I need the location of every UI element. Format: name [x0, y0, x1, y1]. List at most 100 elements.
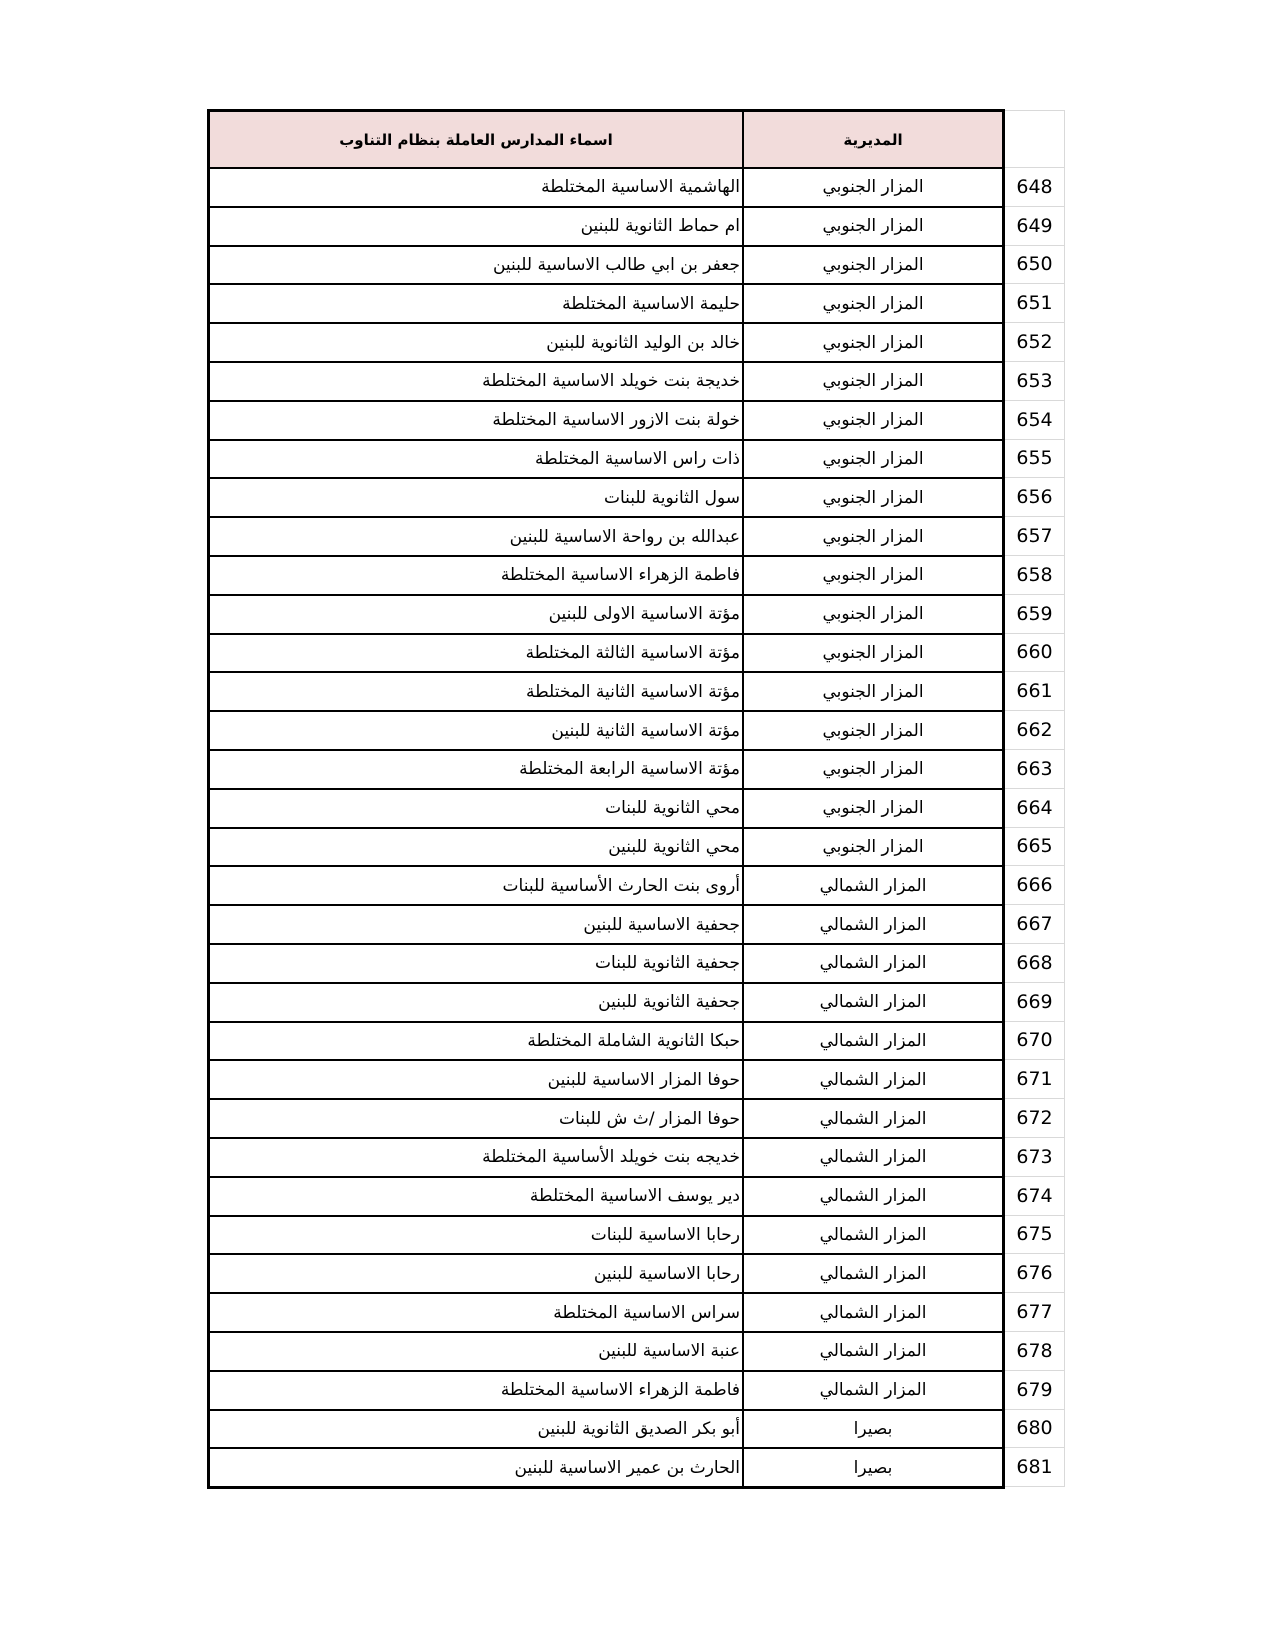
row-number-cell: 654: [1005, 401, 1064, 440]
row-number-cell: 681: [1005, 1448, 1064, 1488]
table-row: الهاشمية الاساسية المختلطة المزار الجنوب…: [210, 167, 1002, 206]
row-number-cell: 670: [1005, 1022, 1064, 1061]
row-number-cell: 672: [1005, 1099, 1064, 1138]
school-name-cell: مؤتة الاساسية الثانية للبنين: [551, 720, 740, 741]
table-row: فاطمة الزهراء الاساسية المختلطة المزار ا…: [210, 554, 1002, 594]
directorate-cell: المزار الشمالي: [742, 944, 1002, 982]
school-name-cell: جحفية الثانوية للبنات: [595, 953, 740, 974]
school-name-cell: عبدالله بن رواحة الاساسية للبنين: [509, 526, 740, 547]
school-name-cell: عنبة الاساسية للبنين: [598, 1341, 740, 1362]
school-name-cell: الحارث بن عمير الاساسية للبنين: [514, 1457, 740, 1478]
table-row: سراس الاساسية المختلطة المزار الشمالي: [210, 1292, 1002, 1331]
directorate-cell: بصيرا: [742, 1410, 1002, 1448]
school-name-cell: محي الثانوية للبنات: [605, 798, 740, 819]
row-number-cell: 658: [1005, 556, 1064, 595]
school-name-cell: حليمة الاساسية المختلطة: [562, 293, 740, 314]
school-name-cell: الهاشمية الاساسية المختلطة: [541, 177, 740, 198]
directorate-cell: المزار الجنوبي: [742, 362, 1002, 400]
row-number-cell: 674: [1005, 1177, 1064, 1216]
school-name-cell: خالد بن الوليد الثانوية للبنين: [546, 332, 740, 353]
row-number-cell: 661: [1005, 672, 1064, 712]
table-row: جحفية الثانوية للبنات المزار الشمالي: [210, 942, 1002, 982]
school-name-cell: جعفر بن ابي طالب الاساسية للبنين: [492, 254, 740, 275]
school-name-cell: ذات راس الاساسية المختلطة: [534, 448, 740, 469]
row-number-cell: 680: [1005, 1410, 1064, 1449]
table-row: محي الثانوية للبنين المزار الجنوبي: [210, 826, 1002, 866]
school-name-cell: سراس الاساسية المختلطة: [553, 1302, 740, 1323]
table-row: رحابا الاساسية للبنين المزار الشمالي: [210, 1253, 1002, 1293]
row-number-cell: 679: [1005, 1371, 1064, 1410]
school-name-cell: أبو بكر الصديق الثانوية للبنين: [537, 1418, 740, 1439]
row-number-cell: 677: [1005, 1293, 1064, 1332]
directorate-cell: المزار الجنوبي: [742, 401, 1002, 439]
row-number-column: 648 649 650 651 652 653 654 655 656 657 …: [1005, 110, 1065, 1488]
table-row: خولة بنت الازور الاساسية المختلطة المزار…: [210, 399, 1002, 439]
row-number-cell: 662: [1005, 711, 1064, 750]
table-row: أبو بكر الصديق الثانوية للبنين بصيرا: [210, 1408, 1002, 1448]
row-number-cell: 656: [1005, 478, 1064, 518]
school-name-cell: مؤتة الاساسية الاولى للبنين: [548, 604, 740, 625]
table-row: خالد بن الوليد الثانوية للبنين المزار ال…: [210, 322, 1002, 361]
directorate-cell: المزار الجنوبي: [742, 712, 1002, 749]
row-number-header-spacer: [1005, 111, 1064, 168]
directorate-cell: المزار الجنوبي: [742, 828, 1002, 866]
school-name-cell: مؤتة الاساسية الثانية المختلطة: [526, 681, 740, 702]
school-name-cell: رحابا الاساسية للبنين: [593, 1263, 740, 1284]
row-number-cell: 657: [1005, 517, 1064, 556]
school-name-cell: خديجة بنت خويلد الاساسية المختلطة: [482, 371, 740, 392]
row-number-cell: 675: [1005, 1216, 1064, 1255]
table-row: فاطمة الزهراء الاساسية المختلطة المزار ا…: [210, 1369, 1002, 1409]
directorate-cell: المزار الجنوبي: [742, 634, 1002, 672]
table-row: خديجه بنت خويلد الأساسية المختلطة المزار…: [210, 1136, 1002, 1176]
directorate-cell: المزار الشمالي: [742, 1216, 1002, 1254]
directorate-cell: المزار الجنوبي: [742, 440, 1002, 478]
table-body: الهاشمية الاساسية المختلطة المزار الجنوب…: [210, 167, 1002, 1487]
row-number-cell: 659: [1005, 595, 1064, 634]
row-number-cell: 664: [1005, 789, 1064, 828]
school-name-cell: خديجه بنت خويلد الأساسية المختلطة: [482, 1147, 740, 1168]
school-name-cell: مؤتة الاساسية الرابعة المختلطة: [519, 759, 740, 780]
directorate-cell: المزار الجنوبي: [742, 556, 1002, 594]
directorate-cell: المزار الشمالي: [742, 1022, 1002, 1060]
row-number-cell: 655: [1005, 440, 1064, 479]
row-number-cell: 671: [1005, 1060, 1064, 1100]
table-row: مؤتة الاساسية الثالثة المختلطة المزار ال…: [210, 632, 1002, 672]
table-row: حليمة الاساسية المختلطة المزار الجنوبي: [210, 283, 1002, 323]
directorate-cell: المزار الجنوبي: [742, 673, 1002, 711]
row-number-cell: 673: [1005, 1138, 1064, 1177]
school-name-cell: فاطمة الزهراء الاساسية المختلطة: [500, 565, 740, 586]
table-header-row: اسماء المدارس العاملة بنظام التناوب المد…: [210, 112, 1002, 167]
table-row: ام حماط الثانوية للبنين المزار الجنوبي: [210, 205, 1002, 245]
table-row: مؤتة الاساسية الثانية المختلطة المزار ال…: [210, 671, 1002, 711]
schools-column-header: اسماء المدارس العاملة بنظام التناوب: [339, 130, 613, 149]
directorate-cell: المزار الجنوبي: [742, 207, 1002, 245]
table-row: عبدالله بن رواحة الاساسية للبنين المزار …: [210, 516, 1002, 555]
row-number-cell: 667: [1005, 905, 1064, 944]
table-row: ذات راس الاساسية المختلطة المزار الجنوبي: [210, 438, 1002, 478]
row-number-cell: 660: [1005, 634, 1064, 673]
directorate-column-header: المديرية: [742, 112, 1002, 167]
directorate-cell: المزار الشمالي: [742, 1100, 1002, 1137]
school-name-cell: خولة بنت الازور الاساسية المختلطة: [492, 410, 740, 431]
school-name-cell: دير يوسف الاساسية المختلطة: [529, 1186, 740, 1207]
table-row: أروى بنت الحارث الأساسية للبنات المزار ا…: [210, 865, 1002, 905]
directorate-cell: المزار الشمالي: [742, 983, 1002, 1021]
table-row: حوفا المزار /ث ش للبنات المزار الشمالي: [210, 1098, 1002, 1137]
table-row: الحارث بن عمير الاساسية للبنين بصيرا: [210, 1447, 1002, 1487]
table-row: جحفية الاساسية للبنين المزار الشمالي: [210, 904, 1002, 943]
school-name-cell: رحابا الاساسية للبنات: [590, 1224, 740, 1245]
row-number-cell: 653: [1005, 362, 1064, 401]
table-row: رحابا الاساسية للبنات المزار الشمالي: [210, 1214, 1002, 1254]
directorate-cell: المزار الجنوبي: [742, 285, 1002, 323]
row-number-cell: 666: [1005, 866, 1064, 906]
row-number-cell: 663: [1005, 750, 1064, 789]
row-number-cell: 652: [1005, 323, 1064, 362]
directorate-cell: المزار الشمالي: [742, 1294, 1002, 1331]
school-name-cell: أروى بنت الحارث الأساسية للبنات: [502, 875, 740, 896]
row-number-cell: 668: [1005, 944, 1064, 983]
table-row: محي الثانوية للبنات المزار الجنوبي: [210, 787, 1002, 827]
directorate-cell: المزار الجنوبي: [742, 750, 1002, 788]
row-number-cell: 649: [1005, 207, 1064, 246]
school-name-cell: حوفا المزار الاساسية للبنين: [547, 1069, 740, 1090]
